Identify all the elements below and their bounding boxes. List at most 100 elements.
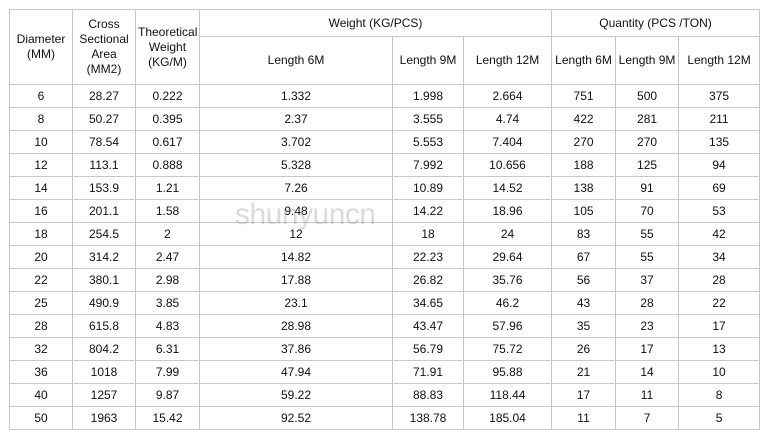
table-cell: 47.94 [199, 360, 393, 384]
table-cell: 3.702 [199, 130, 393, 154]
table-cell: 1018 [72, 360, 136, 384]
table-cell: 75.72 [462, 337, 553, 361]
table-cell: 211 [678, 107, 761, 131]
table-cell: 13 [678, 337, 761, 361]
table-cell: 10 [678, 360, 761, 384]
table-cell: 28.98 [199, 314, 393, 338]
table-cell: 18 [392, 222, 464, 246]
table-cell: 500 [615, 84, 680, 108]
table-cell: 18.96 [462, 199, 553, 223]
table-cell: 17 [678, 314, 761, 338]
table-cell: 21 [551, 360, 617, 384]
table-row: 36 1018 7.99 47.94 71.91 95.88 21 14 10 [9, 360, 761, 384]
table-cell: 1257 [72, 383, 136, 407]
table-cell: 37.86 [199, 337, 393, 361]
table-cell: 314.2 [72, 245, 136, 269]
table-cell: 8 [678, 383, 761, 407]
table-cell: 29.64 [462, 245, 553, 269]
table-row: 6 28.27 0.222 1.332 1.998 2.664 751 500 375 [9, 84, 761, 108]
table-cell: 12 [199, 222, 393, 246]
table-cell: 22 [9, 268, 73, 292]
table-cell: 113.1 [72, 153, 136, 177]
table-cell: 20 [9, 245, 73, 269]
table-cell: 185.04 [462, 406, 553, 430]
table-row: 25 490.9 3.85 23.1 34.65 46.2 43 28 22 [9, 291, 761, 315]
table-cell: 0.888 [135, 153, 200, 177]
header-weight-12m: Length 12M [462, 36, 553, 85]
table-row: 50 1963 15.42 92.52 138.78 185.04 11 7 5 [9, 406, 761, 430]
table-cell: 40 [9, 383, 73, 407]
table-cell: 5.553 [392, 130, 464, 154]
table-cell: 26 [551, 337, 617, 361]
table-cell: 35 [551, 314, 617, 338]
table-cell: 138 [551, 176, 617, 200]
table-cell: 43 [551, 291, 617, 315]
table-cell: 37 [615, 268, 680, 292]
table-cell: 3.555 [392, 107, 464, 131]
table-row: 28 615.8 4.83 28.98 43.47 57.96 35 23 17 [9, 314, 761, 338]
table-cell: 34.65 [392, 291, 464, 315]
table-cell: 2 [135, 222, 200, 246]
table-row: 18 254.5 2 12 18 24 83 55 42 [9, 222, 761, 246]
table-cell: 7 [615, 406, 680, 430]
table-cell: 5.328 [199, 153, 393, 177]
table-cell: 751 [551, 84, 617, 108]
table-cell: 11 [551, 406, 617, 430]
table-row: 10 78.54 0.617 3.702 5.553 7.404 270 270 135 [9, 130, 761, 154]
table-cell: 138.78 [392, 406, 464, 430]
table-row: 12 113.1 0.888 5.328 7.992 10.656 188 125 94 [9, 153, 761, 177]
table-cell: 10 [9, 130, 73, 154]
table-cell: 1.332 [199, 84, 393, 108]
table-cell: 14 [9, 176, 73, 200]
table-row: 22 380.1 2.98 17.88 26.82 35.76 56 37 28 [9, 268, 761, 292]
table-cell: 16 [9, 199, 73, 223]
table-cell: 36 [9, 360, 73, 384]
table-cell: 83 [551, 222, 617, 246]
header-quantity-group: Quantity (PCS /TON) [551, 9, 761, 37]
table-cell: 118.44 [462, 383, 553, 407]
table-cell: 105 [551, 199, 617, 223]
header-theoretical-weight: Theoretical Weight (KG/M) [135, 9, 200, 85]
table-cell: 95.88 [462, 360, 553, 384]
table-cell: 43.47 [392, 314, 464, 338]
table-cell: 78.54 [72, 130, 136, 154]
table-cell: 34 [678, 245, 761, 269]
table-cell: 92.52 [199, 406, 393, 430]
table-row: 8 50.27 0.395 2.37 3.555 4.74 422 281 211 [9, 107, 761, 131]
table-cell: 23 [615, 314, 680, 338]
table-cell: 17 [615, 337, 680, 361]
table-cell: 17.88 [199, 268, 393, 292]
table-cell: 88.83 [392, 383, 464, 407]
table-cell: 135 [678, 130, 761, 154]
table-cell: 7.26 [199, 176, 393, 200]
table-cell: 22 [678, 291, 761, 315]
table-cell: 3.85 [135, 291, 200, 315]
table-row: 20 314.2 2.47 14.82 22.23 29.64 67 55 34 [9, 245, 761, 269]
table-cell: 0.222 [135, 84, 200, 108]
table-cell: 50 [9, 406, 73, 430]
table-cell: 24 [462, 222, 553, 246]
header-quantity-12m: Length 12M [678, 36, 761, 85]
table-cell: 28 [9, 314, 73, 338]
table-cell: 35.76 [462, 268, 553, 292]
table-cell: 14.22 [392, 199, 464, 223]
table-cell: 9.87 [135, 383, 200, 407]
table-cell: 125 [615, 153, 680, 177]
table-cell: 15.42 [135, 406, 200, 430]
table-row: 14 153.9 1.21 7.26 10.89 14.52 138 91 69 [9, 176, 761, 200]
table-cell: 91 [615, 176, 680, 200]
table-cell: 4.83 [135, 314, 200, 338]
table-row: 32 804.2 6.31 37.86 56.79 75.72 26 17 13 [9, 337, 761, 361]
table-cell: 6.31 [135, 337, 200, 361]
table-body: 6 28.27 0.222 1.332 1.998 2.664 751 500 375 8 50.2… [9, 84, 761, 430]
table-cell: 490.9 [72, 291, 136, 315]
table-cell: 42 [678, 222, 761, 246]
table-cell: 270 [551, 130, 617, 154]
table-cell: 10.89 [392, 176, 464, 200]
table-cell: 1963 [72, 406, 136, 430]
table-cell: 7.992 [392, 153, 464, 177]
table-cell: 28 [615, 291, 680, 315]
table-cell: 1.21 [135, 176, 200, 200]
table-cell: 67 [551, 245, 617, 269]
table-cell: 2.47 [135, 245, 200, 269]
